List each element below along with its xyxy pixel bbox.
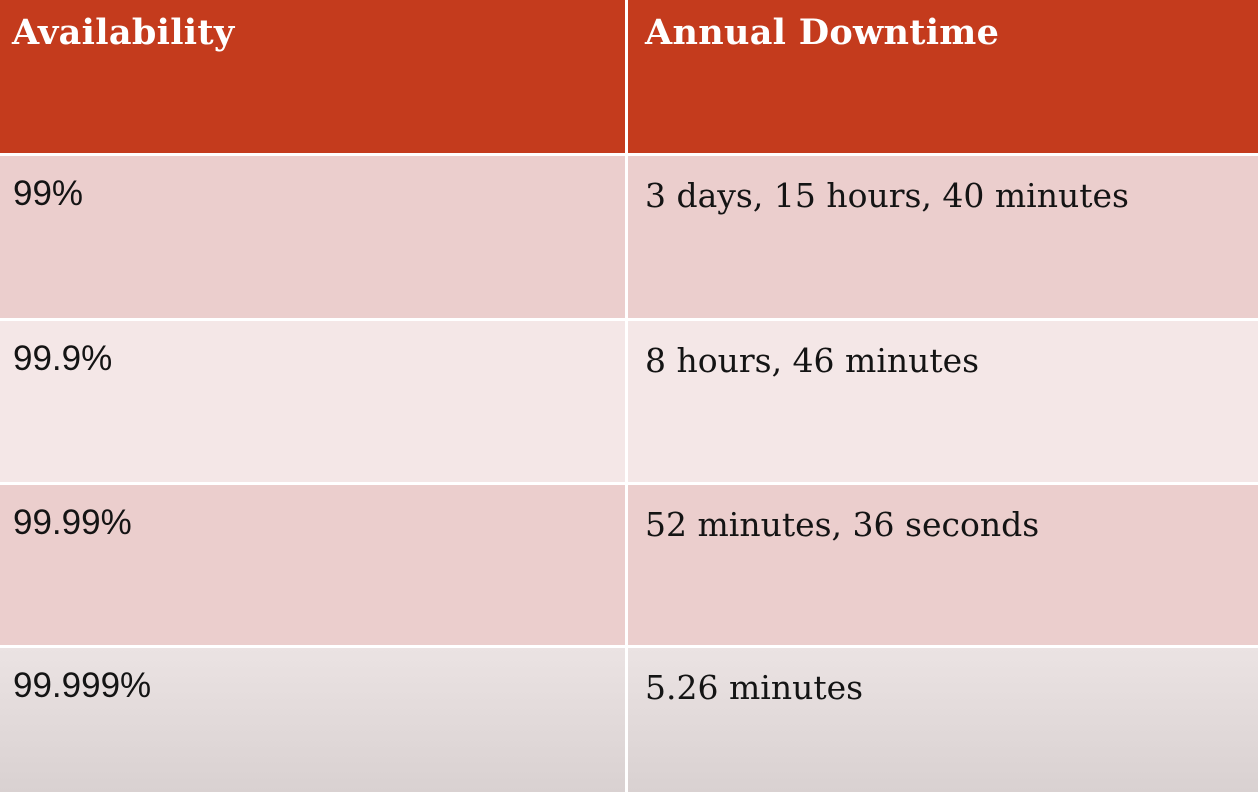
downtime-cell: 52 minutes, 36 seconds xyxy=(628,485,1258,645)
availability-cell: 99.9% xyxy=(0,321,625,482)
availability-cell: 99.99% xyxy=(0,485,625,645)
availability-cell: 99% xyxy=(0,156,625,318)
downtime-cell: 8 hours, 46 minutes xyxy=(628,321,1258,482)
header-availability: Availability xyxy=(0,0,625,153)
availability-cell: 99.999% xyxy=(0,648,625,792)
header-annual-downtime: Annual Downtime xyxy=(628,0,1258,153)
downtime-cell: 5.26 minutes xyxy=(628,648,1258,792)
downtime-cell: 3 days, 15 hours, 40 minutes xyxy=(628,156,1258,318)
